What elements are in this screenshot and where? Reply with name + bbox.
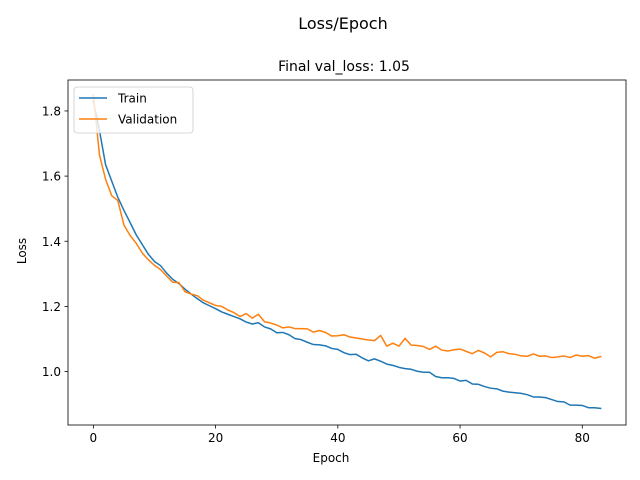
- x-tick-label: 80: [575, 431, 590, 445]
- legend: Train Validation: [73, 86, 194, 134]
- y-tick-label: 1.0: [42, 365, 61, 379]
- y-tick-label: 1.4: [42, 235, 61, 249]
- legend-label-validation: Validation: [118, 113, 177, 127]
- y-tick-label: 1.6: [42, 170, 61, 184]
- figure-suptitle: Loss/Epoch: [298, 14, 387, 33]
- y-tick-label: 1.8: [42, 104, 61, 118]
- axes-title: Final val_loss: 1.05: [278, 59, 410, 75]
- x-tick-label: 40: [330, 431, 345, 445]
- legend-label-train: Train: [117, 92, 147, 106]
- plot-area: 0 20 40 60 80 1.0 1.2 1.4 1.6 1.8 Train Validation: [42, 79, 627, 445]
- x-axis-label: Epoch: [313, 451, 350, 465]
- x-tick-label: 0: [90, 431, 98, 445]
- axes-frame: [67, 79, 627, 426]
- x-tick-label: 60: [452, 431, 467, 445]
- series-line-validation: [92, 93, 602, 359]
- y-axis-label: Loss: [15, 238, 29, 264]
- x-tick-label: 20: [208, 431, 223, 445]
- y-tick-label: 1.2: [42, 300, 61, 314]
